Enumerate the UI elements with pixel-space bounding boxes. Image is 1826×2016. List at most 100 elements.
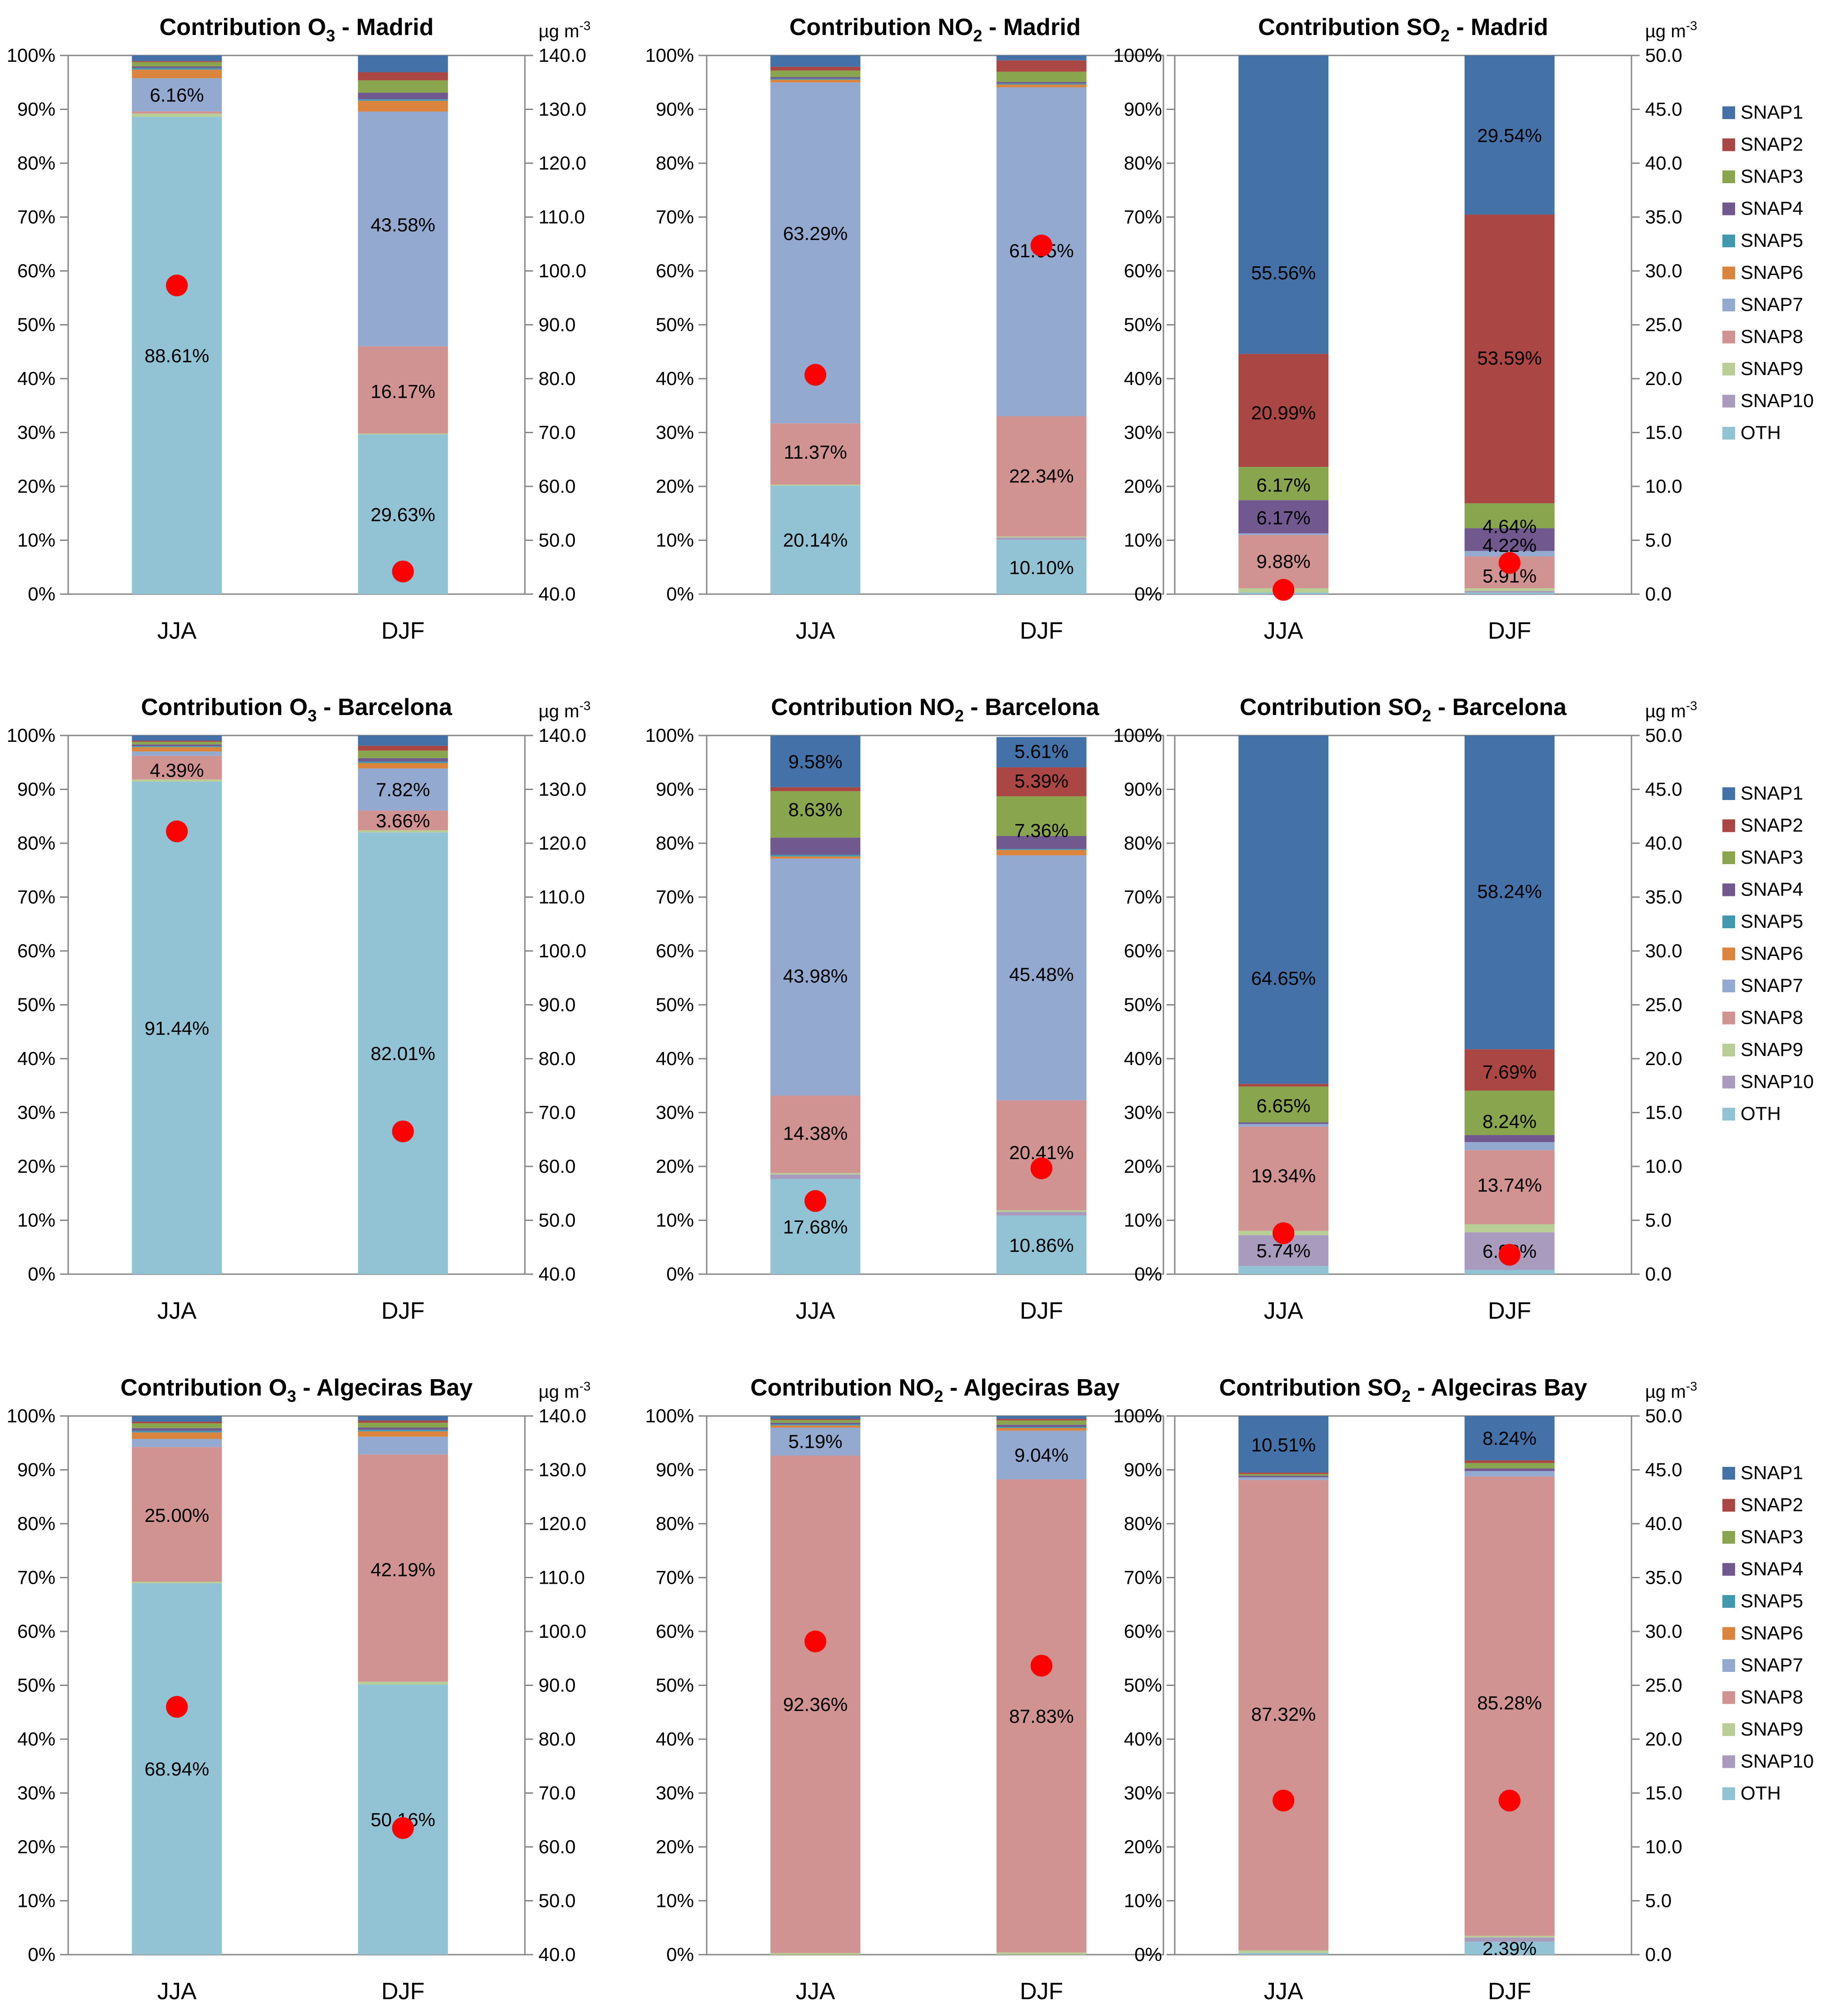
y-tick-label: 60% [17, 260, 55, 281]
bar-segment-snap2 [358, 72, 448, 80]
y2-tick-label: 130.0 [539, 1459, 586, 1481]
legend-swatch [1722, 1691, 1735, 1704]
bar-segment-snap3 [132, 741, 222, 745]
y-tick-label: 0% [1134, 1263, 1162, 1285]
y-tick-label: 90% [656, 1459, 694, 1481]
bar-segment-snap5 [770, 855, 861, 857]
bar-segment-snap1 [1238, 1416, 1329, 1473]
y-tick-label: 100% [645, 45, 694, 66]
data-label: 4.64% [1482, 516, 1537, 537]
y-tick-label: 30% [656, 422, 694, 443]
y2-tick-label: 70.0 [539, 1102, 576, 1123]
bar-segment-snap6 [770, 1425, 861, 1428]
bar-segment-snap1 [132, 735, 222, 741]
bar-segment-snap9 [132, 113, 222, 117]
bar-segment-snap9 [358, 433, 448, 435]
bar-segment-snap10 [1464, 1937, 1555, 1942]
bar-segment-snap3 [358, 1422, 448, 1428]
y2-tick-label: 40.0 [539, 1263, 576, 1285]
bar-segment-snap3 [996, 796, 1087, 836]
bar-segment-snap2 [1238, 354, 1329, 467]
concentration-marker [1030, 1655, 1053, 1677]
bar-segment-snap8 [996, 1479, 1087, 1953]
y-tick-label: 70% [17, 206, 55, 228]
y-tick-label: 0% [1134, 1944, 1162, 1965]
y-tick-label: 30% [656, 1102, 694, 1123]
y-tick-label: 20% [17, 475, 55, 497]
x-category-label: JJA [1264, 1298, 1303, 1324]
y2-tick-label: 35.0 [1645, 886, 1682, 908]
y2-tick-label: 45.0 [1645, 1459, 1682, 1481]
data-label: 6.65% [1257, 1095, 1311, 1116]
bar-segment-snap8 [358, 346, 448, 434]
bar-segment-snap9 [1464, 1936, 1555, 1938]
data-label: 68.94% [145, 1758, 209, 1780]
bar-segment-snap2 [358, 745, 448, 751]
y-tick-label: 80% [656, 832, 694, 854]
legend-label: SNAP5 [1741, 230, 1803, 251]
x-category-label: JJA [157, 1298, 197, 1324]
bar-segment-snap4 [1464, 1468, 1555, 1471]
data-label: 20.99% [1251, 402, 1316, 424]
legend-swatch [1722, 330, 1735, 344]
bar-segment-snap1 [1464, 735, 1555, 1050]
y2-tick-label: 90.0 [539, 1675, 576, 1696]
legend-label: SNAP5 [1741, 1590, 1803, 1611]
chart-panel-2-2: Contribution NO2 - Barcelona 0% 10% 20% 30% 4… [645, 694, 1164, 1324]
bar-segment-snap3 [770, 791, 861, 838]
y2-tick-label: 40.0 [1645, 832, 1682, 854]
data-label: 53.59% [1477, 347, 1542, 369]
bar-segment-snap4 [1238, 1476, 1329, 1477]
y-tick-label: 70% [1124, 206, 1162, 228]
bar-segment-snap5 [358, 761, 448, 763]
bar-segment-snap9 [358, 1681, 448, 1685]
legend-label: SNAP1 [1741, 101, 1803, 123]
bar-segment-snap9 [1464, 588, 1555, 591]
legend-swatch [1722, 1563, 1735, 1576]
legend-swatch [1722, 1076, 1735, 1089]
bar-segment-snap4 [996, 1425, 1087, 1427]
data-label: 10.51% [1251, 1434, 1316, 1456]
data-label: 29.63% [370, 504, 435, 525]
legend-swatch [1722, 138, 1735, 151]
legend-swatch [1722, 1108, 1735, 1121]
legend-label: SNAP10 [1741, 390, 1814, 411]
y2-tick-label: 90.0 [539, 314, 576, 335]
bar-segment-snap6 [132, 70, 222, 79]
y-tick-label: 60% [1124, 260, 1162, 281]
x-category-label: DJF [381, 1978, 424, 2005]
data-label: 87.32% [1251, 1703, 1316, 1725]
bar-segment-snap5 [996, 1427, 1087, 1428]
legend-swatch [1722, 1723, 1735, 1736]
bar-segment-snap8 [358, 810, 448, 830]
y-tick-label: 30% [17, 1102, 55, 1123]
bar-segment-oth [996, 1216, 1087, 1274]
data-label: 58.24% [1477, 880, 1542, 902]
legend-label: SNAP10 [1741, 1751, 1814, 1772]
y-tick-label: 0% [666, 1263, 694, 1285]
bar-segment-snap1 [1238, 735, 1329, 1084]
bar-segment-snap7 [358, 1436, 448, 1455]
legend-label: SNAP4 [1741, 879, 1803, 900]
legend-1: SNAP1 SNAP2 SNAP3 SNAP4 SNAP5 SNAP6 SNAP7 SNAP8… [1722, 101, 1814, 443]
y2-tick-label: 100.0 [539, 260, 586, 281]
legend-swatch [1722, 1044, 1735, 1056]
bar-segment-snap3 [358, 80, 448, 93]
bar-segment-snap3 [1238, 467, 1329, 500]
bar-segment-snap3 [358, 750, 448, 758]
y2-unit-label: µg m-3 [539, 1379, 591, 1402]
x-category-label: JJA [1264, 618, 1303, 644]
y2-tick-label: 80.0 [539, 1048, 576, 1069]
y-tick-label: 10% [1124, 530, 1162, 551]
data-label: 2.39% [1482, 1938, 1537, 1959]
y-tick-label: 50% [17, 314, 55, 335]
bar-segment-snap6 [770, 856, 861, 859]
y-tick-label: 0% [28, 1944, 55, 1965]
chart-panel-3-1: Contribution O3 - Algeciras Bay 0% 10% 20% 3… [7, 1375, 591, 2005]
bar-segment-oth [1464, 592, 1555, 594]
legend-swatch [1722, 1531, 1735, 1544]
legend-swatch [1722, 266, 1735, 280]
legend-swatch [1722, 170, 1735, 183]
legend-swatch [1722, 851, 1735, 864]
y-tick-label: 90% [17, 779, 55, 800]
